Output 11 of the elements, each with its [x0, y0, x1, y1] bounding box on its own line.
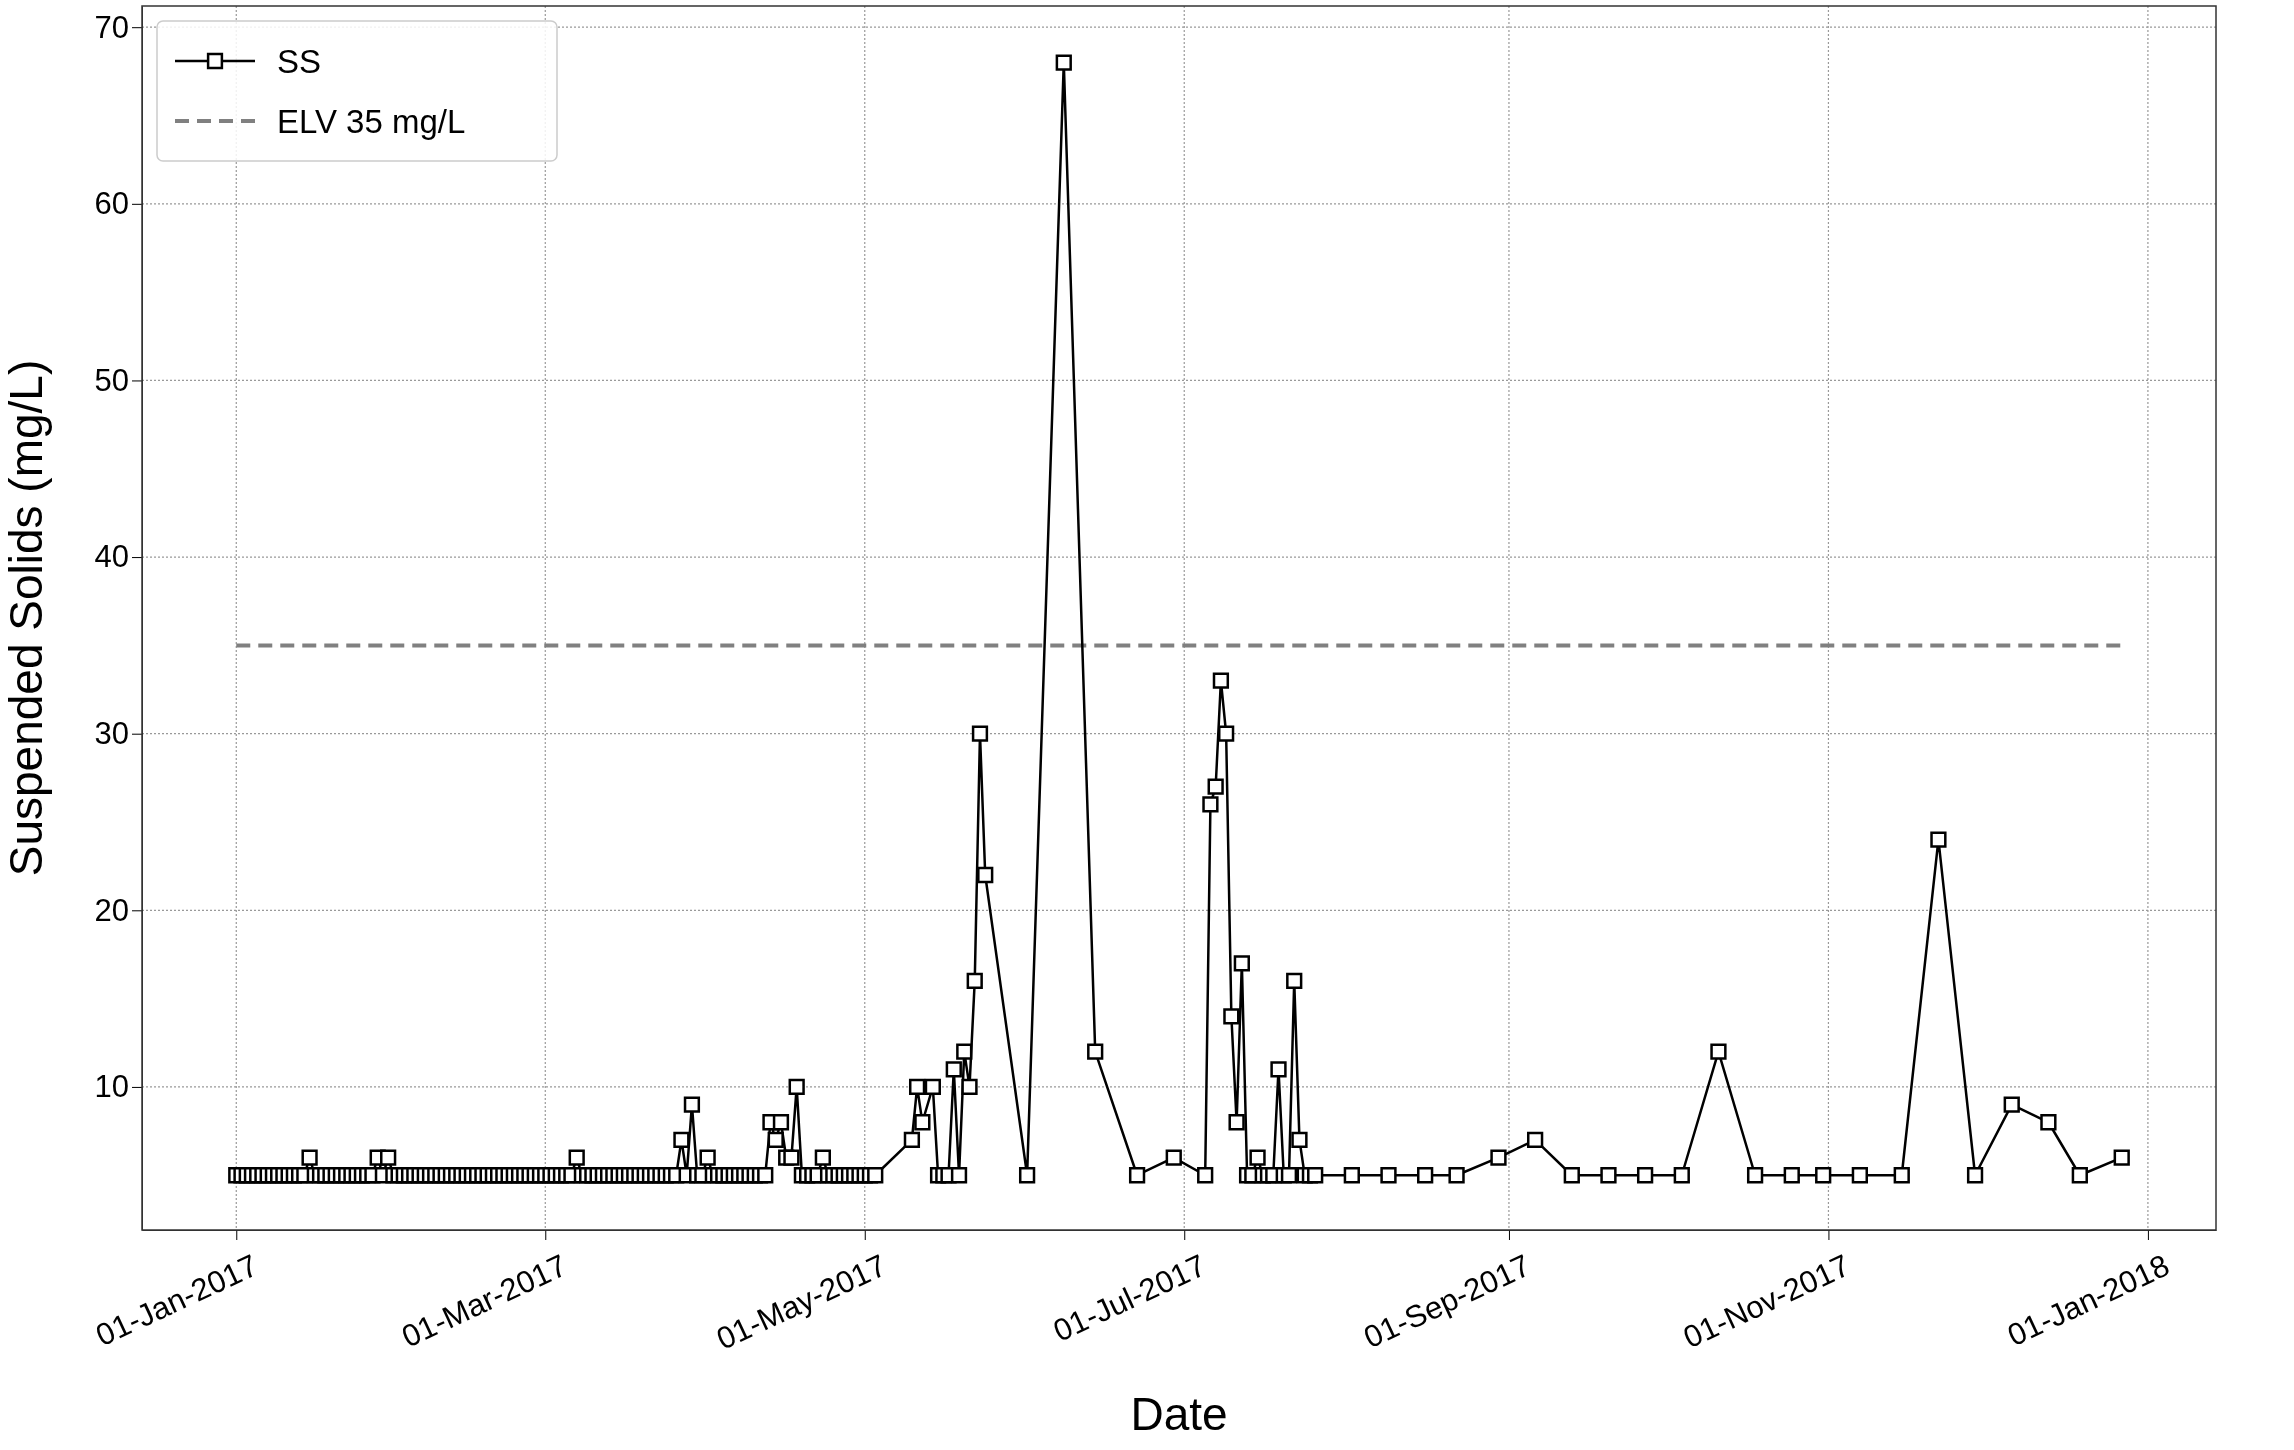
y-tick-label: 30: [94, 716, 129, 752]
y-tick-label: 20: [94, 892, 129, 928]
legend-label: SS: [277, 42, 322, 80]
y-tick-label: 60: [94, 186, 129, 222]
legend-label: ELV 35 mg/L: [277, 102, 466, 140]
x-axis-title: Date: [1130, 1388, 1228, 1440]
y-tick-label: 10: [94, 1069, 129, 1105]
y-tick-label: 40: [94, 539, 129, 575]
y-axis-title: Suspended Solids (mg/L): [0, 359, 52, 877]
y-tick-label: 70: [94, 9, 129, 45]
y-tick-label: 50: [94, 362, 129, 398]
